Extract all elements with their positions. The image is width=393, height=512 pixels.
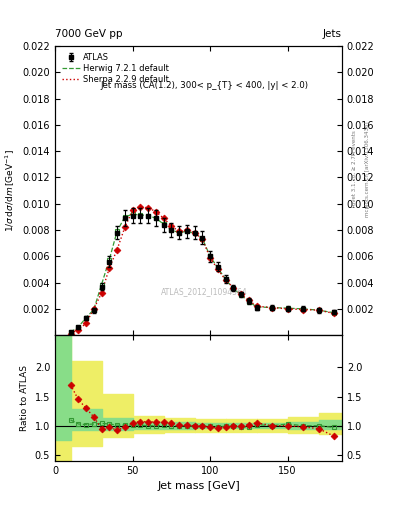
Herwig 7.2.1 default (223, 276, 228, 282)
Herwig 7.2.1 default (246, 298, 251, 305)
Sherpa 2.2.9 default (246, 297, 251, 304)
Herwig 7.2.1 default (316, 307, 321, 313)
Legend: ATLAS, Herwig 7.2.1 default, Sherpa 2.2.9 default: ATLAS, Herwig 7.2.1 default, Sherpa 2.2.… (59, 50, 172, 87)
Herwig 7.2.1 default (208, 253, 213, 260)
Sherpa 2.2.9 default (99, 290, 104, 296)
Herwig 7.2.1 default (115, 228, 119, 234)
Herwig 7.2.1 default (153, 215, 158, 221)
Text: ATLAS_2012_I1094564: ATLAS_2012_I1094564 (161, 287, 248, 296)
Sherpa 2.2.9 default (223, 277, 228, 283)
Sherpa 2.2.9 default (123, 224, 127, 230)
Text: Rivet 3.1.10, ≥ 2.7M events: Rivet 3.1.10, ≥ 2.7M events (352, 131, 357, 207)
Herwig 7.2.1 default (301, 306, 305, 312)
Herwig 7.2.1 default (99, 282, 104, 288)
Herwig 7.2.1 default (177, 229, 182, 236)
Sherpa 2.2.9 default (130, 207, 135, 214)
Herwig 7.2.1 default (332, 310, 336, 316)
Sherpa 2.2.9 default (316, 307, 321, 313)
Sherpa 2.2.9 default (301, 307, 305, 313)
Sherpa 2.2.9 default (184, 227, 189, 233)
Herwig 7.2.1 default (107, 257, 112, 263)
Y-axis label: Ratio to ATLAS: Ratio to ATLAS (20, 365, 29, 431)
Sherpa 2.2.9 default (239, 291, 244, 297)
Herwig 7.2.1 default (130, 211, 135, 217)
Text: mcplots.cern.ch [arXiv:1306.3436]: mcplots.cern.ch [arXiv:1306.3436] (365, 121, 371, 217)
Herwig 7.2.1 default (76, 324, 81, 330)
Sherpa 2.2.9 default (285, 306, 290, 312)
Sherpa 2.2.9 default (177, 228, 182, 234)
Sherpa 2.2.9 default (161, 215, 166, 221)
Herwig 7.2.1 default (270, 305, 274, 311)
Sherpa 2.2.9 default (68, 330, 73, 336)
Sherpa 2.2.9 default (76, 327, 81, 333)
Herwig 7.2.1 default (200, 236, 205, 242)
Sherpa 2.2.9 default (169, 223, 174, 229)
Y-axis label: $1/\sigma\,\mathrm{d}\sigma/\mathrm{d}m\,[\mathrm{GeV}^{-1}]$: $1/\sigma\,\mathrm{d}\sigma/\mathrm{d}m\… (4, 149, 17, 232)
Sherpa 2.2.9 default (92, 306, 96, 312)
Herwig 7.2.1 default (239, 292, 244, 298)
Herwig 7.2.1 default (231, 285, 236, 291)
Sherpa 2.2.9 default (84, 320, 88, 326)
Sherpa 2.2.9 default (208, 254, 213, 261)
Herwig 7.2.1 default (161, 221, 166, 227)
Herwig 7.2.1 default (138, 212, 143, 218)
Herwig 7.2.1 default (254, 304, 259, 310)
Sherpa 2.2.9 default (107, 265, 112, 271)
Sherpa 2.2.9 default (138, 204, 143, 210)
Sherpa 2.2.9 default (115, 247, 119, 253)
Line: Sherpa 2.2.9 default: Sherpa 2.2.9 default (70, 207, 334, 333)
X-axis label: Jet mass [GeV]: Jet mass [GeV] (157, 481, 240, 491)
Sherpa 2.2.9 default (153, 208, 158, 215)
Herwig 7.2.1 default (68, 329, 73, 335)
Text: 7000 GeV pp: 7000 GeV pp (55, 29, 123, 39)
Herwig 7.2.1 default (123, 214, 127, 220)
Sherpa 2.2.9 default (254, 303, 259, 309)
Sherpa 2.2.9 default (215, 266, 220, 272)
Sherpa 2.2.9 default (146, 205, 151, 211)
Sherpa 2.2.9 default (270, 305, 274, 311)
Sherpa 2.2.9 default (231, 285, 236, 291)
Herwig 7.2.1 default (92, 307, 96, 313)
Herwig 7.2.1 default (84, 315, 88, 321)
Herwig 7.2.1 default (169, 227, 174, 233)
Herwig 7.2.1 default (215, 265, 220, 271)
Herwig 7.2.1 default (184, 228, 189, 234)
Herwig 7.2.1 default (192, 230, 197, 237)
Herwig 7.2.1 default (146, 212, 151, 219)
Herwig 7.2.1 default (285, 305, 290, 311)
Text: Jet mass (CA(1.2), 300< p_{T} < 400, |y| < 2.0): Jet mass (CA(1.2), 300< p_{T} < 400, |y|… (100, 81, 308, 90)
Sherpa 2.2.9 default (192, 229, 197, 236)
Line: Herwig 7.2.1 default: Herwig 7.2.1 default (70, 214, 334, 332)
Sherpa 2.2.9 default (200, 236, 205, 242)
Sherpa 2.2.9 default (332, 310, 336, 316)
Text: Jets: Jets (323, 29, 342, 39)
